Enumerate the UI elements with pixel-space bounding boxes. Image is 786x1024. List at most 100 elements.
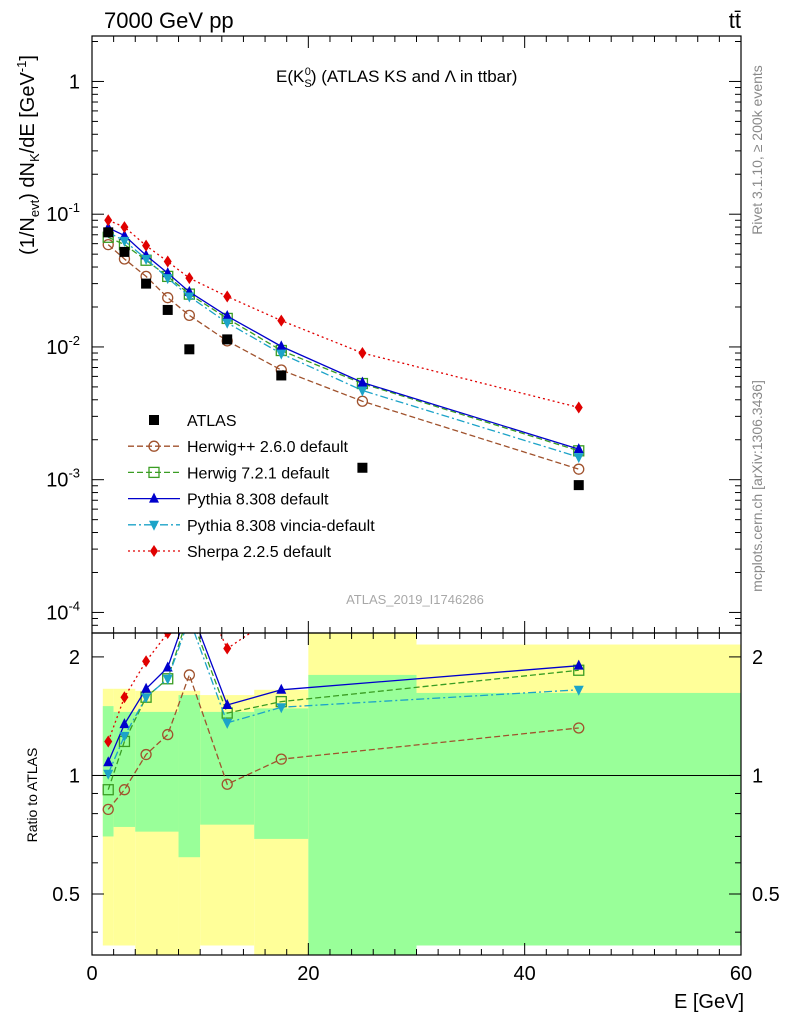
header-left: 7000 GeV pp	[104, 8, 234, 33]
ratio-0-point-2	[140, 748, 152, 761]
x-tick-label-1: 20	[297, 963, 319, 985]
y-tick-label-ratio-right-2: 2	[752, 647, 763, 669]
ylabel-p4: ]	[17, 55, 39, 61]
series-3-point-7	[357, 386, 368, 397]
data-point-2	[141, 278, 152, 289]
title-sub: S	[304, 78, 311, 90]
ratio-0-point-6	[275, 753, 287, 765]
y-tick-label-ratio-left-2: 2	[69, 647, 80, 669]
legend-marker-3	[149, 492, 159, 503]
ratio-2-point-1	[119, 718, 130, 729]
ratio-3-point-1	[119, 731, 130, 742]
legend-label-5: Sherpa 2.2.5 default	[187, 544, 332, 561]
ratio-0-point-0	[102, 803, 114, 816]
ratio-2-point-3	[162, 661, 173, 672]
ylabel-p2: ) dN	[17, 162, 39, 200]
band-green-3	[178, 695, 201, 858]
ratio-3-point-0	[103, 769, 114, 780]
y-tick-base: 1	[69, 71, 80, 93]
series-0-point-0	[102, 238, 114, 251]
series-line-3	[107, 231, 579, 458]
data-point-1	[119, 246, 130, 257]
ratio-0-point-4	[183, 669, 196, 681]
y-tick-exp: -3	[68, 466, 80, 481]
y-tick-label-main-0: 1	[69, 71, 80, 93]
legend-marker-1	[148, 440, 160, 452]
series-4-point-4	[185, 272, 194, 285]
ratio-0-point-5	[221, 778, 233, 790]
series-4-point-0	[104, 214, 113, 227]
y-tick-base: 10	[46, 204, 68, 226]
data-point-0	[103, 227, 114, 238]
y-tick-label-main-4: 10-4	[46, 598, 80, 624]
ylabel-p1: (1/N	[17, 217, 39, 255]
ratio-4-point-1	[120, 691, 129, 704]
band-green-1	[113, 711, 136, 827]
series-4-point-6	[277, 314, 286, 327]
series-4-point-2	[142, 239, 151, 252]
series-3-point-8	[573, 453, 584, 464]
band-green-5	[254, 708, 309, 839]
legend-label-4: Pythia 8.308 vincia-default	[187, 518, 375, 535]
y-axis-label-main: (1/Nevt) dNK/dE [GeV-1]	[14, 55, 42, 255]
legend-label-1: Herwig++ 2.6.0 default	[187, 439, 349, 456]
legend-marker-0	[149, 415, 159, 425]
side-text-bottom: mcplots.cern.ch [arXiv:1306.3436]	[749, 380, 765, 592]
main-series	[102, 214, 585, 491]
series-3-point-3	[162, 274, 173, 285]
legend-marker-4	[149, 520, 159, 531]
ylabel-sub2: K	[27, 153, 42, 162]
ratio-series	[102, 633, 585, 816]
ratio-3-point-5	[222, 718, 233, 729]
y-tick-label-ratio-left-1: 1	[69, 765, 80, 787]
series-0-point-3	[162, 292, 174, 304]
x-tick-label-2: 40	[514, 963, 536, 985]
band-green-7	[416, 692, 741, 946]
y-tick-base: 10	[46, 337, 68, 359]
y-tick-label-ratio-left-0: 0.5	[52, 884, 80, 906]
series-4-point-8	[574, 401, 583, 414]
ratio-2-point-6	[276, 683, 287, 694]
y-tick-label-main-1: 10-1	[46, 200, 80, 226]
ratio-3-point-3	[162, 674, 173, 685]
data-point-6	[276, 370, 287, 381]
ratio-1-point-0	[102, 784, 114, 796]
y-tick-exp: -2	[68, 333, 80, 348]
ratio-uncertainty-bands	[92, 633, 741, 955]
x-tick-label-3: 60	[730, 963, 752, 985]
ratio-2-point-8	[573, 659, 584, 670]
series-2-point-5	[222, 310, 233, 321]
series-0-point-4	[183, 309, 196, 321]
series-line-0	[107, 244, 579, 470]
ratio-2-point-0	[103, 756, 114, 767]
band-green-2	[135, 711, 179, 832]
legend-label-0: ATLAS	[187, 413, 237, 430]
ratio-4-point-2	[142, 655, 151, 668]
data-point-4	[184, 344, 195, 355]
legend: ATLAS Herwig++ 2.6.0 default Herwig 7.2.1 …	[128, 413, 375, 561]
title-sup: 0	[305, 66, 311, 78]
series-4-point-3	[163, 255, 172, 268]
series-4-point-5	[223, 290, 232, 303]
series-3-point-5	[222, 318, 233, 329]
series-3-point-1	[119, 236, 130, 247]
series-2-point-8	[573, 443, 584, 454]
data-point-7	[357, 462, 368, 473]
ratio-4-point-0	[104, 735, 113, 748]
series-line-2	[107, 227, 579, 450]
data-point-5	[222, 334, 233, 345]
legend-marker-5	[150, 545, 158, 557]
band-green-6	[308, 674, 417, 955]
series-2-point-7	[357, 376, 368, 387]
ylabel-sub1: evt	[27, 199, 42, 217]
series-line-4	[107, 219, 579, 409]
y-tick-base: 10	[46, 470, 68, 492]
data-point-8	[573, 480, 584, 491]
ratio-4-point-5	[223, 642, 232, 655]
ratio-line-3	[107, 633, 579, 775]
series-4-point-7	[358, 347, 367, 360]
title-main: E(K	[276, 67, 305, 86]
y-tick-exp: -1	[68, 200, 80, 215]
chart-title: E(KS0) (ATLAS KS and Λ in ttbar)	[276, 66, 517, 90]
